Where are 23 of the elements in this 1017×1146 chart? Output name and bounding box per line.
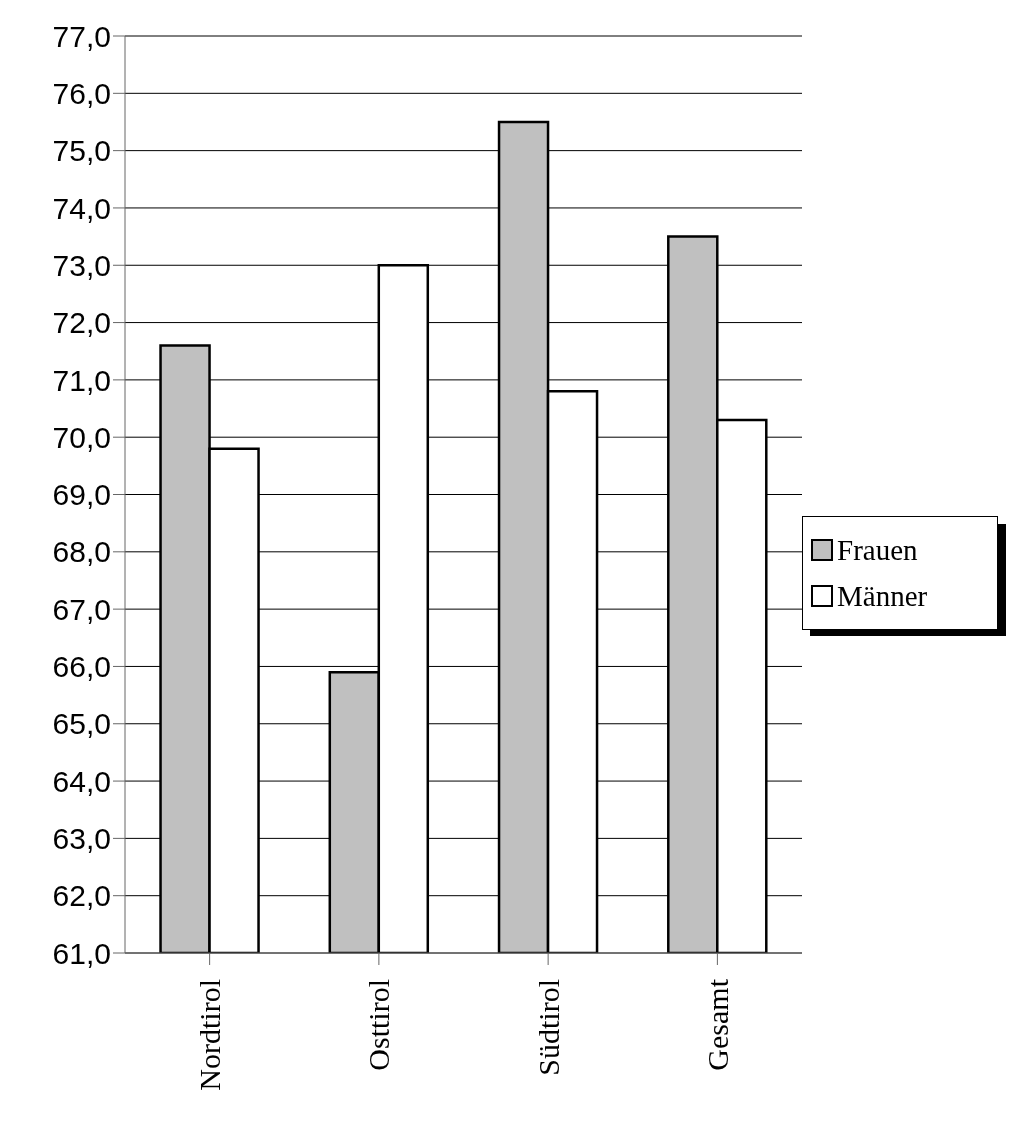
x-tick-label: Südtirol: [531, 979, 565, 1076]
y-tick-label: 77,0: [52, 19, 111, 53]
y-tick-label: 72,0: [52, 306, 111, 340]
y-tick-label: 63,0: [52, 822, 111, 856]
x-tick-label: Osttirol: [362, 979, 396, 1071]
y-tick-label: 71,0: [52, 363, 111, 397]
y-tick-label: 67,0: [52, 592, 111, 626]
y-tick-label: 65,0: [52, 707, 111, 741]
x-tick-label: Gesamt: [700, 978, 734, 1071]
y-tick-label: 61,0: [52, 936, 111, 970]
y-tick-label: 62,0: [52, 879, 111, 913]
y-tick-label: 66,0: [52, 650, 111, 684]
y-tick-label: 68,0: [52, 535, 111, 569]
y-tick-label: 69,0: [52, 478, 111, 512]
legend-label: Frauen: [837, 533, 918, 567]
y-tick-label: 74,0: [52, 191, 111, 225]
legend-label: Männer: [837, 579, 928, 613]
y-tick-label: 70,0: [52, 420, 111, 454]
y-tick-label: 75,0: [52, 134, 111, 168]
x-tick-label: Nordtirol: [193, 979, 227, 1091]
y-tick-label: 76,0: [52, 76, 111, 110]
y-tick-label: 64,0: [52, 764, 111, 798]
y-tick-label: 73,0: [52, 248, 111, 282]
